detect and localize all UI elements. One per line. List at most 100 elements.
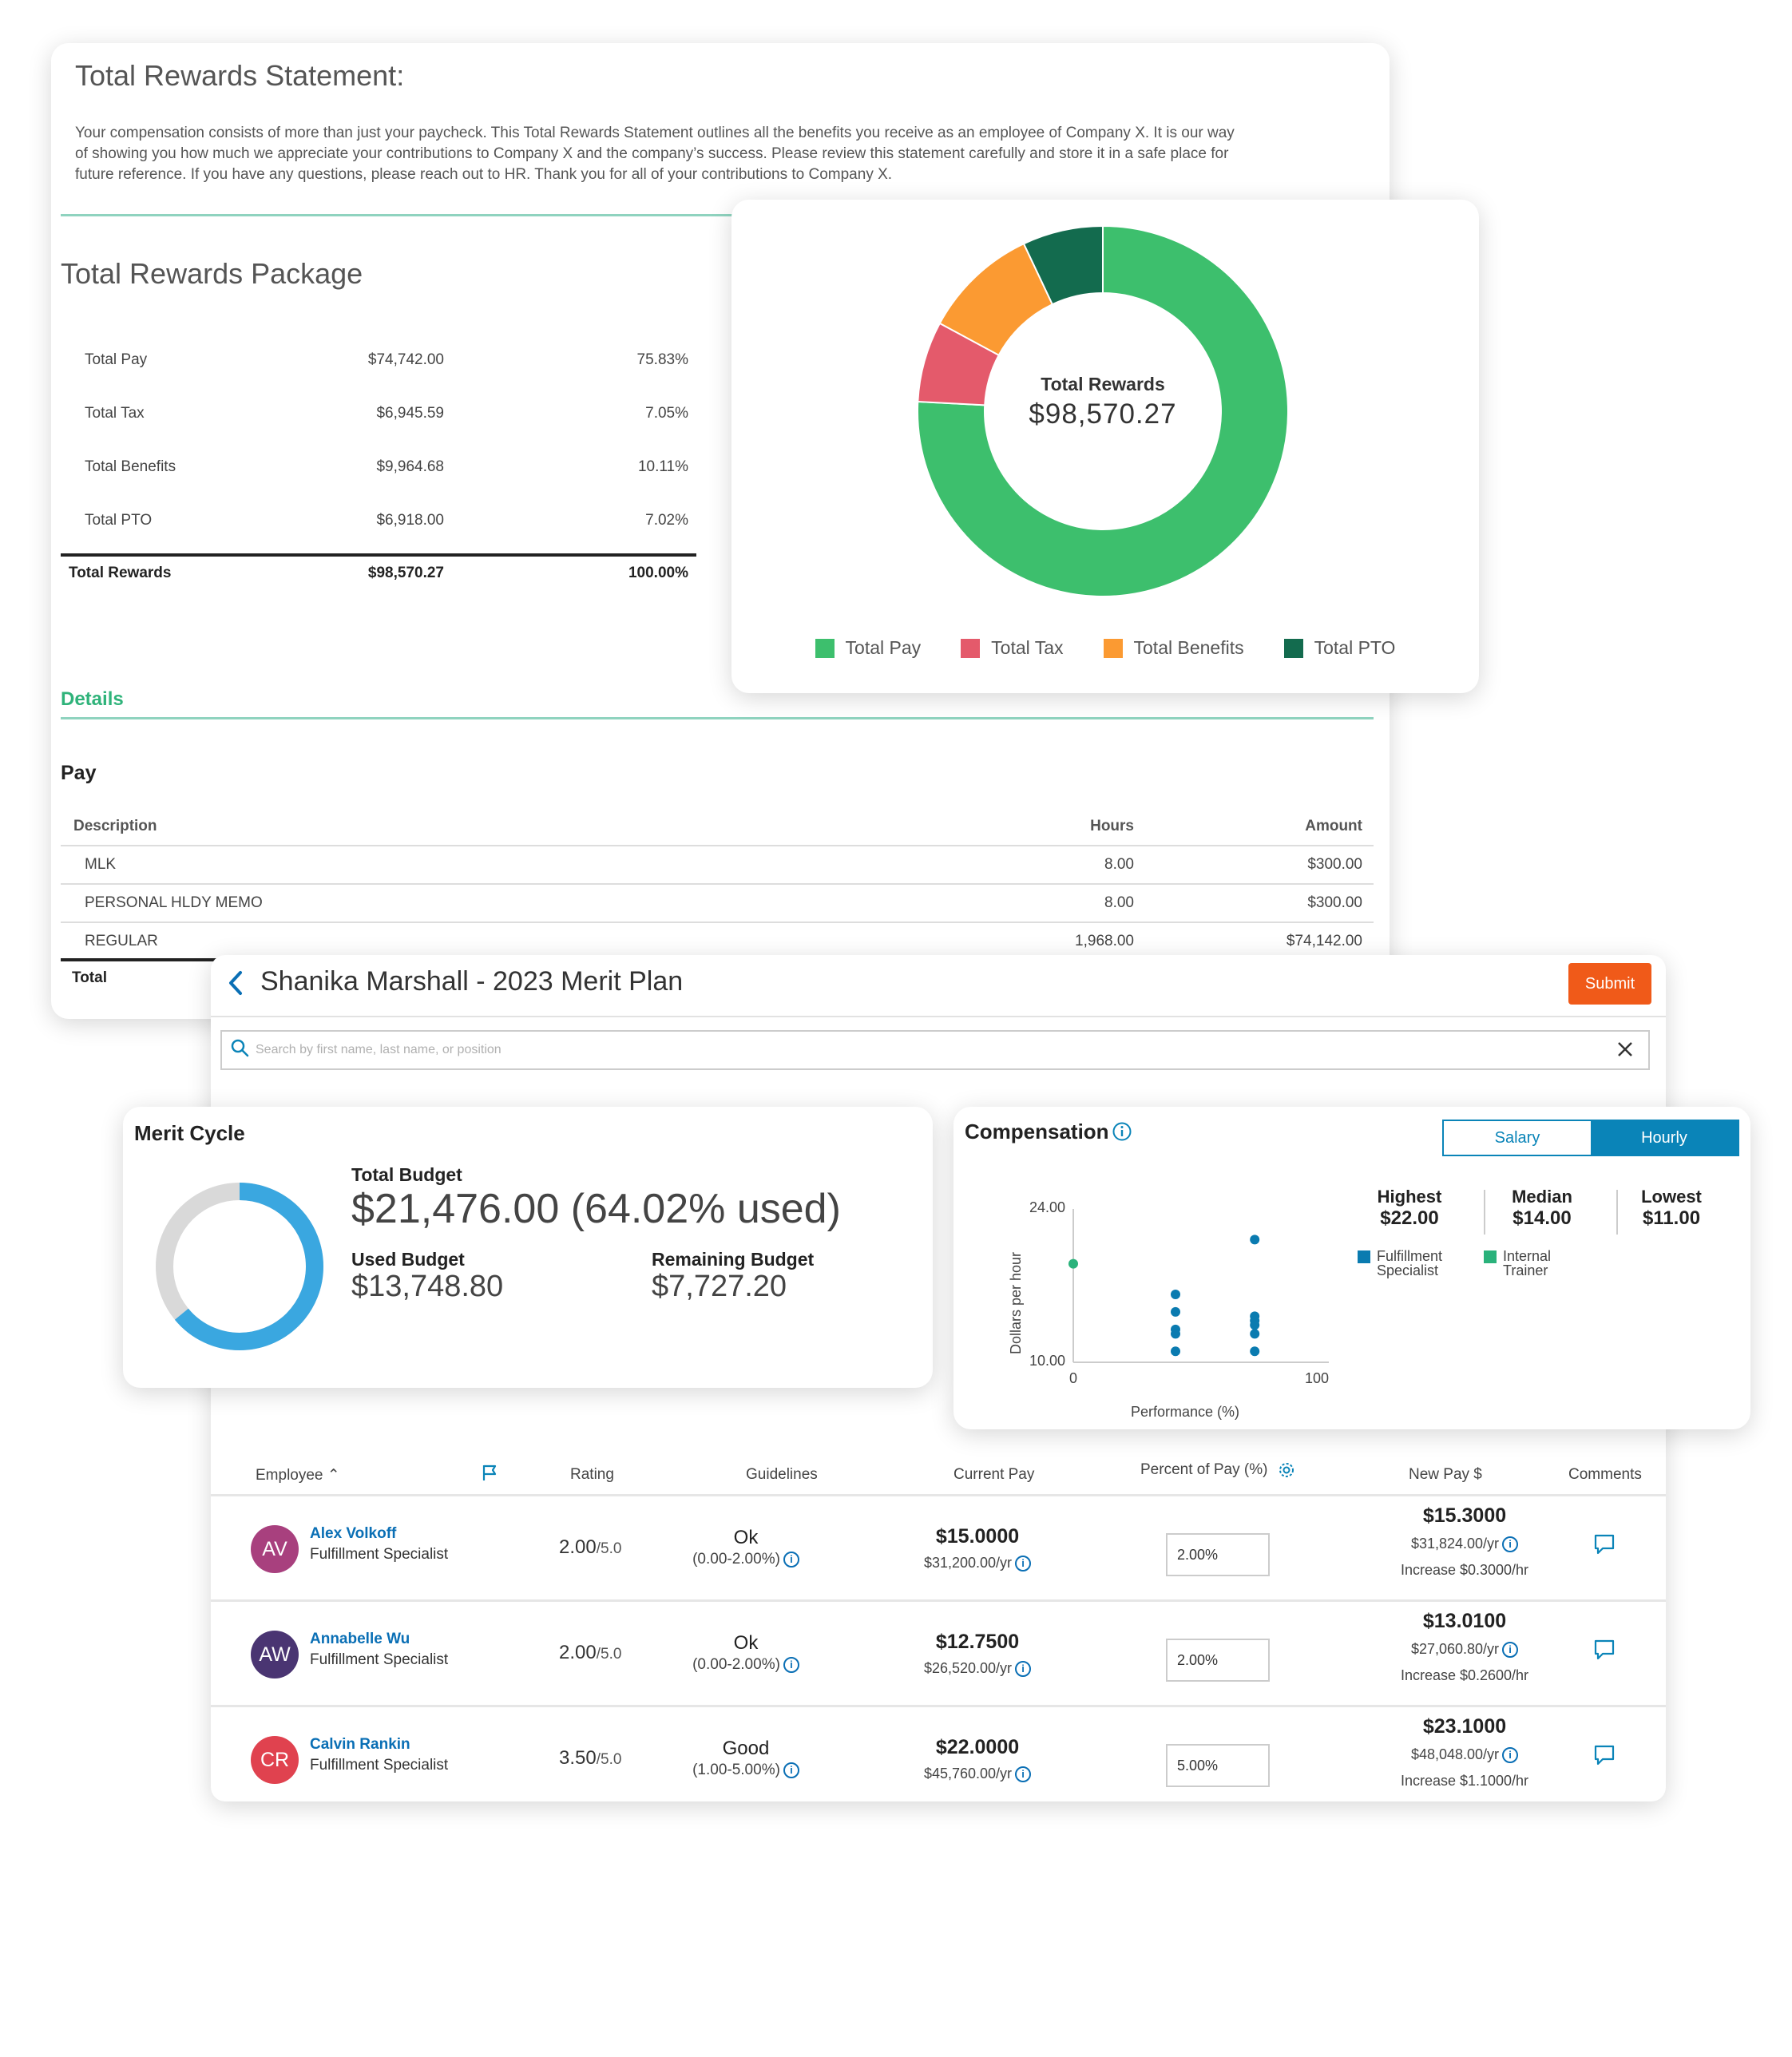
comment-icon[interactable] — [1592, 1533, 1616, 1560]
submit-button[interactable]: Submit — [1568, 963, 1651, 1005]
info-icon[interactable]: i — [1015, 1556, 1032, 1572]
employee-name-link[interactable]: Annabelle Wu — [310, 1631, 410, 1647]
merit-plan-title: Shanika Marshall - 2023 Merit Plan — [260, 966, 684, 997]
package-label: Total Pay — [85, 351, 148, 368]
package-row: Total Pay $74,742.00 75.83% — [61, 351, 696, 405]
new-hourly-pay: $15.3000 — [1422, 1504, 1507, 1527]
budget-ring-used-arc — [156, 1183, 323, 1350]
compensation-title: Compensation — [965, 1120, 1109, 1143]
pay-increase: Increase $1.1000/hr — [1400, 1773, 1529, 1789]
info-icon[interactable] — [1112, 1121, 1132, 1146]
legend-label: Total Tax — [991, 637, 1064, 658]
current-pay: $15.0000 $31,200.00/yr i — [898, 1525, 1057, 1572]
pay-heading: Pay — [61, 762, 97, 784]
avatar: AW — [251, 1631, 299, 1678]
legend-item: Total PTO — [1283, 637, 1395, 659]
stat-median: Median $14.00 — [1490, 1187, 1594, 1230]
pay-hours: 1,968.00 — [1075, 933, 1134, 949]
settings-gear-icon[interactable] — [1278, 1461, 1295, 1484]
scatter-point — [1250, 1329, 1260, 1339]
info-icon[interactable]: i — [783, 1551, 799, 1568]
current-pay: $22.0000 $45,760.00/yr i — [898, 1736, 1057, 1783]
rating-value: 2.00/5.0 — [559, 1642, 621, 1664]
rating-value: 2.00/5.0 — [559, 1536, 621, 1559]
pay-type-toggle: Salary Hourly — [1442, 1120, 1739, 1156]
legend-label: Total Benefits — [1133, 637, 1244, 658]
back-chevron-icon[interactable] — [227, 969, 244, 1004]
package-amount: $9,964.68 — [376, 458, 444, 475]
avatar: CR — [251, 1736, 299, 1784]
scatter-point — [1171, 1329, 1180, 1339]
pay-col-hours: Hours — [1090, 818, 1134, 834]
current-annual-pay: $26,520.00/yr — [923, 1660, 1013, 1676]
info-icon[interactable]: i — [1015, 1766, 1032, 1783]
info-icon[interactable]: i — [1502, 1642, 1519, 1659]
employee-name-link[interactable]: Alex Volkoff — [310, 1525, 397, 1542]
col-current-pay: Current Pay — [953, 1466, 1035, 1483]
guideline-status: Good — [722, 1738, 770, 1759]
info-icon[interactable]: i — [1502, 1747, 1519, 1764]
table-row[interactable]: AV Alex Volkoff Fulfillment Specialist 2… — [211, 1496, 1666, 1602]
table-row: MLK 8.00 $300.00 — [61, 846, 1374, 885]
rating-value: 3.50/5.0 — [559, 1747, 621, 1770]
info-icon[interactable]: i — [783, 1656, 799, 1673]
search-input[interactable] — [256, 1035, 1597, 1065]
hourly-toggle-button[interactable]: Hourly — [1591, 1121, 1738, 1155]
package-row: Total PTO $6,918.00 7.02% — [61, 512, 696, 553]
percent-of-pay-input[interactable] — [1166, 1639, 1270, 1682]
stat-value: $22.00 — [1380, 1207, 1439, 1229]
package-amount: $6,945.59 — [376, 405, 444, 422]
info-icon[interactable]: i — [1015, 1661, 1032, 1678]
info-icon[interactable]: i — [1502, 1536, 1519, 1553]
stat-divider — [1616, 1190, 1618, 1235]
rating-score: 2.00 — [559, 1642, 597, 1663]
header-divider — [211, 1016, 1666, 1017]
current-annual-pay: $31,200.00/yr — [923, 1555, 1013, 1571]
scatter-point — [1250, 1320, 1260, 1330]
new-hourly-pay: $13.0100 — [1422, 1610, 1507, 1632]
package-row: Total Tax $6,945.59 7.05% — [61, 405, 696, 458]
col-new-pay: New Pay $ — [1409, 1466, 1482, 1483]
percent-of-pay-input[interactable] — [1166, 1744, 1270, 1787]
sort-chevron-up-icon[interactable]: ⌃ — [327, 1467, 340, 1484]
percent-of-pay-input[interactable] — [1166, 1533, 1270, 1576]
close-icon[interactable] — [1616, 1038, 1634, 1064]
flag-icon[interactable] — [481, 1463, 498, 1487]
scatter-point — [1068, 1258, 1078, 1269]
current-hourly-pay: $12.7500 — [935, 1631, 1020, 1653]
employee-name-link[interactable]: Calvin Rankin — [310, 1736, 410, 1753]
details-heading: Details — [61, 688, 124, 710]
table-row[interactable]: AW Annabelle Wu Fulfillment Specialist 2… — [211, 1602, 1666, 1707]
stat-label: Highest — [1377, 1187, 1442, 1207]
used-budget-label: Used Budget — [351, 1249, 465, 1270]
salary-toggle-button[interactable]: Salary — [1444, 1121, 1591, 1155]
table-row: REGULAR 1,968.00 $74,142.00 — [61, 923, 1374, 961]
table-row[interactable]: CR Calvin Rankin Fulfillment Specialist … — [211, 1707, 1666, 1813]
col-employee[interactable]: Employee ⌃ — [256, 1466, 340, 1484]
current-pay: $12.7500 $26,520.00/yr i — [898, 1631, 1057, 1678]
new-pay: $23.1000 $48,048.00/yr i Increase $1.1000… — [1361, 1715, 1568, 1789]
rating-max: /5.0 — [596, 1540, 622, 1557]
statement-intro: Your compensation consists of more than … — [75, 125, 1235, 183]
details-divider — [61, 717, 1374, 719]
pay-table: Description Hours Amount MLK 8.00 $300.0… — [61, 808, 1374, 961]
comment-icon[interactable] — [1592, 1744, 1616, 1770]
info-icon[interactable]: i — [783, 1762, 799, 1778]
stat-value: $11.00 — [1642, 1207, 1701, 1229]
comment-icon[interactable] — [1592, 1639, 1616, 1665]
stat-label: Lowest — [1641, 1187, 1702, 1207]
package-total-amount: $98,570.27 — [367, 565, 444, 581]
legend-item: Total Pay — [815, 637, 921, 659]
rating-score: 2.00 — [559, 1536, 597, 1558]
pay-table-header: Description Hours Amount — [61, 808, 1374, 846]
statement-title: Total Rewards Statement: — [75, 59, 405, 92]
budget-usage-ring — [156, 1183, 323, 1350]
remaining-budget-label: Remaining Budget — [652, 1249, 815, 1270]
new-annual-pay: $31,824.00/yr — [1410, 1536, 1500, 1552]
employee-position: Fulfillment Specialist — [310, 1651, 449, 1668]
new-annual-wrap: $27,060.80/yr i — [1361, 1641, 1568, 1659]
col-employee-label: Employee — [256, 1467, 323, 1484]
table-row: PERSONAL HLDY MEMO 8.00 $300.00 — [61, 885, 1374, 923]
employee-position: Fulfillment Specialist — [310, 1757, 449, 1774]
rating-max: /5.0 — [596, 1751, 622, 1768]
